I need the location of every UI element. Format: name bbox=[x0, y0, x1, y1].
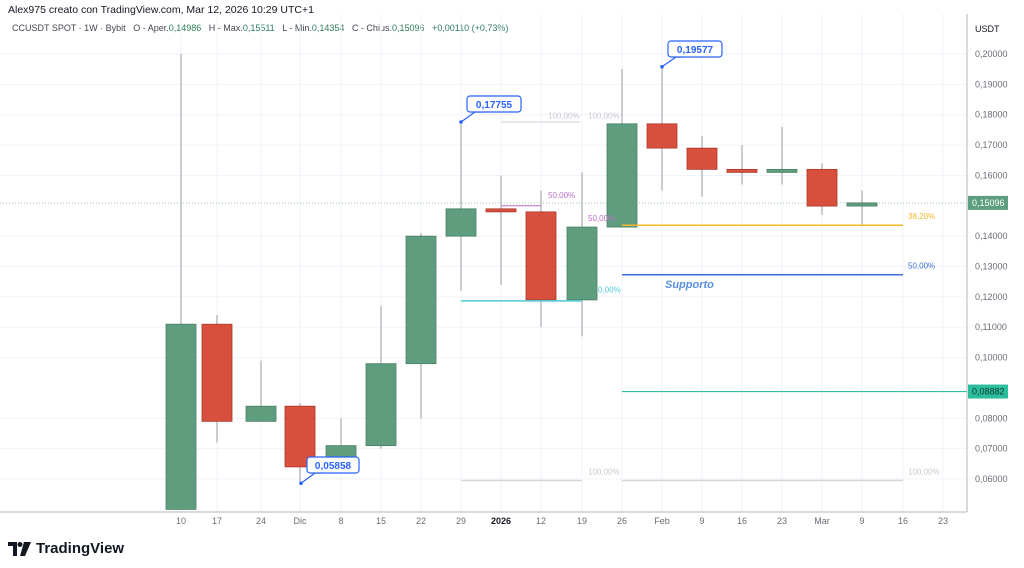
low-value: 0,14354 bbox=[311, 23, 345, 33]
open-value: 0,14986 bbox=[168, 23, 202, 33]
open-label: O - Aper. bbox=[133, 23, 169, 33]
price-tick: 0,08000 bbox=[975, 413, 1008, 423]
price-callout bbox=[306, 456, 360, 474]
price-tick: 0,16000 bbox=[975, 170, 1008, 180]
svg-text:0,05858: 0,05858 bbox=[315, 461, 352, 472]
candle bbox=[566, 226, 598, 301]
change-value: +0,00110 (+0,73%) bbox=[432, 23, 509, 33]
price-badge bbox=[968, 384, 1008, 399]
low-label: L - Min. bbox=[282, 23, 312, 33]
svg-text:0,17755: 0,17755 bbox=[476, 100, 513, 111]
grid-lines bbox=[0, 14, 967, 512]
time-tick: Feb bbox=[654, 516, 670, 526]
time-tick: 29 bbox=[456, 516, 466, 526]
time-tick: Mar bbox=[814, 516, 830, 526]
price-tick: 0,18000 bbox=[975, 110, 1008, 120]
candle bbox=[365, 363, 397, 447]
svg-text:0,15096: 0,15096 bbox=[972, 198, 1005, 208]
candles bbox=[165, 54, 878, 510]
candle bbox=[201, 323, 233, 422]
time-tick: Dic bbox=[294, 516, 307, 526]
candle bbox=[686, 147, 718, 170]
time-tick: 24 bbox=[256, 516, 266, 526]
price-tick: 0,17000 bbox=[975, 140, 1008, 150]
close-label: C - Chius. bbox=[351, 23, 392, 33]
svg-text:100,00%: 100,00% bbox=[908, 467, 940, 476]
svg-text:100,00%: 100,00% bbox=[548, 112, 580, 121]
time-tick: 17 bbox=[212, 516, 222, 526]
svg-text:0,00%: 0,00% bbox=[598, 285, 621, 294]
svg-text:50,00%: 50,00% bbox=[908, 261, 935, 270]
time-tick: 22 bbox=[416, 516, 426, 526]
tradingview-logo[interactable]: TradingView bbox=[8, 540, 124, 557]
time-tick: 23 bbox=[777, 516, 787, 526]
high-value: 0,15511 bbox=[242, 23, 275, 33]
time-tick: 16 bbox=[898, 516, 908, 526]
candle bbox=[165, 323, 197, 510]
candle bbox=[606, 123, 638, 228]
price-tick: 0,07000 bbox=[975, 444, 1008, 454]
svg-text:38,20%: 38,20% bbox=[908, 212, 935, 221]
time-tick: 26 bbox=[617, 516, 627, 526]
logo-text: TradingView bbox=[36, 540, 125, 557]
time-tick: 2026 bbox=[491, 516, 511, 526]
price-tick: 0,10000 bbox=[975, 353, 1008, 363]
candle bbox=[525, 211, 557, 301]
price-axis[interactable]: 0,20000 0,19000 0,18000 0,17000 0,16000 0,140… bbox=[968, 49, 1008, 484]
candle bbox=[806, 168, 838, 207]
candle bbox=[726, 168, 758, 173]
price-callout bbox=[667, 40, 723, 58]
price-tick: 0,12000 bbox=[975, 292, 1008, 302]
time-tick: 10 bbox=[176, 516, 186, 526]
candle bbox=[405, 235, 437, 365]
price-tick: 0,06000 bbox=[975, 474, 1008, 484]
close-value: 0,15096 bbox=[391, 23, 425, 33]
currency-label: USDT bbox=[975, 24, 1000, 34]
price-badge bbox=[968, 195, 1008, 210]
time-tick: 15 bbox=[376, 516, 386, 526]
tv-logo-icon bbox=[8, 541, 31, 556]
candle bbox=[766, 168, 798, 173]
support-label: Supporto bbox=[665, 279, 714, 291]
author-line: Alex975 creato con TradingView.com, Mar … bbox=[8, 4, 314, 16]
svg-text:50,00%: 50,00% bbox=[548, 191, 575, 200]
symbol-legend: CCUSDT SPOT · 1W · Bybit O - Aper.0,1498… bbox=[12, 23, 508, 33]
svg-text:50,00%: 50,00% bbox=[588, 214, 615, 223]
svg-text:0,19577: 0,19577 bbox=[677, 45, 714, 56]
time-tick: 9 bbox=[699, 516, 704, 526]
price-tick: 0,13000 bbox=[975, 262, 1008, 272]
svg-text:100,00%: 100,00% bbox=[588, 112, 620, 121]
candle bbox=[445, 208, 477, 237]
price-tick: 0,14000 bbox=[975, 231, 1008, 241]
price-tick: 0,19000 bbox=[975, 79, 1008, 89]
svg-text:100,00%: 100,00% bbox=[588, 467, 620, 476]
time-tick: 12 bbox=[536, 516, 546, 526]
high-label: H - Max. bbox=[208, 23, 243, 33]
time-tick: 8 bbox=[338, 516, 343, 526]
time-tick: 23 bbox=[938, 516, 948, 526]
time-axis[interactable]: 10 17 24 Dic 8 15 22 29 2026 12 19 26 Feb 9 16 23 Mar 9 16… bbox=[176, 516, 948, 526]
time-tick: 9 bbox=[859, 516, 864, 526]
svg-text:0,08882: 0,08882 bbox=[972, 387, 1005, 397]
candle bbox=[485, 208, 517, 213]
price-tick: 0,11000 bbox=[975, 322, 1007, 332]
drawings-layer: 100,00% 100,00% 50,00% 50,00% 0,00% 38,20% 50,… bbox=[299, 40, 967, 486]
time-tick: 16 bbox=[737, 516, 747, 526]
candle bbox=[245, 405, 277, 422]
candle bbox=[646, 123, 678, 149]
price-callout bbox=[466, 95, 522, 113]
price-tick: 0,20000 bbox=[975, 49, 1008, 59]
candle bbox=[846, 202, 878, 207]
symbol-name[interactable]: CCUSDT SPOT · 1W · Bybit bbox=[12, 23, 126, 33]
time-tick: 19 bbox=[577, 516, 587, 526]
